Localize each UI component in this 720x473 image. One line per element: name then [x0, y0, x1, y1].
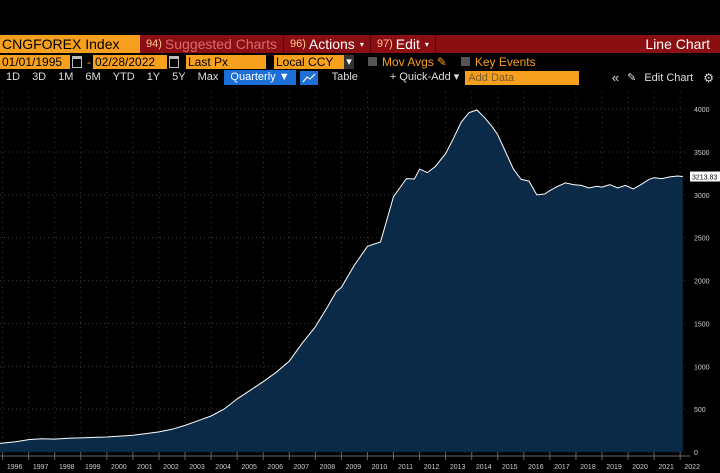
range-5y[interactable]: 5Y — [172, 71, 186, 83]
x-tick-label: 2015 — [502, 464, 518, 471]
range-ytd[interactable]: YTD — [112, 71, 135, 83]
last-value-text: 3213.83 — [692, 175, 717, 182]
edit-menu[interactable]: 97) Edit ▾ — [371, 35, 436, 53]
series-line — [0, 109, 683, 444]
suggested-charts-menu[interactable]: 94) Suggested Charts — [140, 35, 284, 53]
chart-type-title: Line Chart — [645, 36, 710, 52]
y-tick-label: 1500 — [694, 321, 710, 328]
x-tick-label: 2019 — [606, 464, 622, 471]
actions-number: 96) — [289, 38, 306, 50]
x-tick-label: 1999 — [85, 464, 101, 471]
x-tick-label: 2004 — [215, 464, 231, 471]
y-tick-label: 500 — [694, 407, 706, 414]
range-3d[interactable]: 3D — [32, 71, 47, 83]
x-tick-label: 2008 — [320, 464, 336, 471]
end-date-input[interactable]: 02/28/2022 — [93, 54, 167, 69]
y-tick-label: 3000 — [694, 193, 710, 200]
x-tick-label: 2001 — [137, 464, 153, 471]
y-tick-label: 0 — [694, 450, 698, 457]
line-chart-icon[interactable] — [299, 70, 318, 85]
table-button[interactable]: Table — [331, 71, 358, 83]
start-calendar-icon[interactable] — [72, 55, 82, 68]
x-tick-label: 2021 — [658, 464, 674, 471]
x-tick-label: 2010 — [372, 464, 388, 471]
x-tick-label: 2006 — [267, 464, 283, 471]
y-tick-label: 1000 — [694, 364, 710, 371]
y-tick-label: 4000 — [694, 107, 710, 114]
quick-add-button[interactable]: + Quick-Add ▾ — [389, 71, 460, 83]
suggested-charts-label: Suggested Charts — [164, 36, 277, 52]
line-chart-icon-glyph — [302, 73, 316, 82]
y-axis: 0 500 1000 1500 2000 2500 3000 3500 4000 — [694, 107, 710, 457]
range-toolbar: 1D 3D 1M 6M YTD 1Y 5Y Max Quarterly ▼ Ta… — [0, 70, 720, 85]
x-tick-label: 2012 — [424, 464, 440, 471]
x-tick-label: 2011 — [398, 464, 413, 471]
end-calendar-icon[interactable] — [169, 55, 179, 68]
currency-dropdown-icon[interactable]: ▾ — [344, 54, 354, 69]
x-tick-label: 1997 — [33, 464, 49, 471]
price-field-select[interactable]: Last Px — [186, 54, 266, 69]
x-tick-label: 2002 — [163, 464, 179, 471]
edit-chart-pencil-icon[interactable]: ✎ — [627, 72, 637, 84]
actions-label: Actions — [308, 36, 355, 52]
actions-caret-icon: ▾ — [359, 39, 364, 49]
edit-chart-button[interactable]: Edit Chart — [644, 71, 694, 84]
key-events-label: Key Events — [474, 54, 536, 69]
currency-select[interactable]: Local CCY — [274, 54, 344, 69]
start-date-input[interactable]: 01/01/1995 — [0, 54, 70, 69]
date-range-separator: - — [87, 54, 91, 69]
x-tick-label: 2013 — [450, 464, 466, 471]
x-tick-label: 2000 — [111, 464, 127, 471]
key-events-checkbox[interactable] — [460, 57, 470, 66]
mov-avgs-checkbox[interactable] — [368, 57, 377, 66]
mov-avgs-label: Mov Avgs — [382, 54, 434, 69]
x-tick-label: 1996 — [7, 464, 23, 471]
range-1d[interactable]: 1D — [6, 71, 21, 83]
range-6m[interactable]: 6M — [85, 71, 101, 83]
edit-number: 97) — [376, 38, 393, 50]
range-max[interactable]: Max — [197, 71, 219, 83]
y-tick-label: 2000 — [694, 279, 710, 286]
actions-menu[interactable]: 96) Actions ▾ — [284, 35, 371, 53]
title-bar: CNGFOREX Index 94) Suggested Charts 96) … — [0, 35, 720, 53]
pencil-icon[interactable]: ✎ — [436, 54, 447, 69]
collapse-icon[interactable]: « — [611, 70, 620, 85]
suggested-charts-number: 94) — [146, 38, 162, 50]
y-tick-label: 3500 — [694, 150, 710, 157]
x-tick-label: 2022 — [684, 464, 700, 471]
y-tick-label: 2500 — [694, 236, 710, 243]
x-axis: 1996 1997 1998 1999 2000 2001 2002 2003 2004 2005… — [0, 452, 700, 471]
add-data-input[interactable]: Add Data — [465, 70, 580, 85]
gear-icon[interactable]: ⚙ — [703, 70, 714, 85]
area-fill — [0, 110, 683, 452]
ticker-field[interactable]: CNGFOREX Index — [0, 35, 140, 53]
x-tick-label: 2009 — [346, 464, 362, 471]
range-1m[interactable]: 1M — [58, 71, 74, 83]
range-1y[interactable]: 1Y — [146, 71, 161, 83]
edit-label: Edit — [395, 36, 420, 52]
period-select[interactable]: Quarterly ▼ — [224, 70, 296, 85]
x-tick-label: 2005 — [241, 464, 257, 471]
x-tick-label: 2014 — [476, 464, 492, 471]
x-tick-label: 2017 — [554, 464, 570, 471]
x-tick-label: 2003 — [189, 464, 205, 471]
edit-caret-icon: ▾ — [424, 39, 429, 49]
x-tick-label: 2020 — [632, 464, 648, 471]
x-tick-label: 1998 — [59, 464, 75, 471]
x-tick-label: 2016 — [528, 464, 544, 471]
controls-bar: 01/01/1995 - 02/28/2022 Last Px Local CC… — [0, 54, 720, 69]
last-value-box — [690, 171, 720, 182]
x-tick-label: 2007 — [293, 464, 309, 471]
last-value-label: 3213.83 — [690, 171, 720, 182]
x-tick-label: 2018 — [580, 464, 596, 471]
